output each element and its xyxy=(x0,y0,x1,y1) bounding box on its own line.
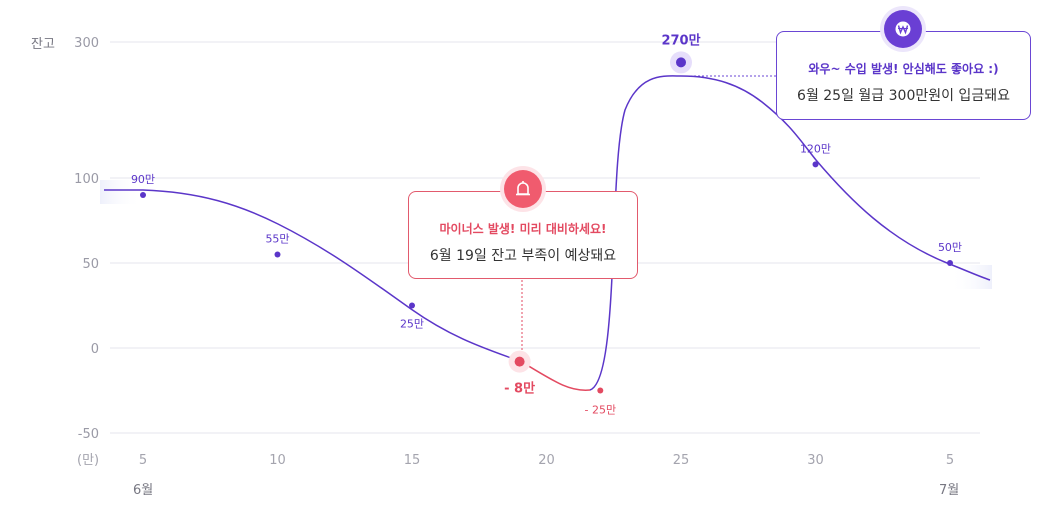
data-point xyxy=(409,302,415,309)
y-axis: 잔고 300 100 50 0 -50 xyxy=(31,36,99,442)
minus-warning-body: 6월 19일 잔고 부족이 예상돼요 xyxy=(429,248,617,264)
balance-line xyxy=(104,189,523,363)
line-fade-right xyxy=(950,265,992,289)
x-tick-label: 30 xyxy=(807,453,824,468)
x-tick-label: 20 xyxy=(538,453,555,468)
won-coin-icon xyxy=(884,10,922,48)
y-tick-label: 50 xyxy=(82,257,99,272)
data-label: 50만 xyxy=(938,241,962,254)
y-tick-label: 300 xyxy=(74,36,99,51)
balance-line-recovery xyxy=(589,75,991,391)
y-tick-label: 0 xyxy=(91,342,99,357)
data-label: 120만 xyxy=(800,142,831,155)
data-labels: 90만 55만 25만 - 8만 - 25만 270만 120만 50만 xyxy=(131,32,962,416)
y-axis-title: 잔고 xyxy=(31,37,55,52)
data-label: - 8만 xyxy=(504,381,535,397)
data-point xyxy=(676,57,686,68)
data-label: 270만 xyxy=(661,32,700,48)
data-point xyxy=(140,192,146,198)
income-body: 6월 25일 월급 300만원이 입금돼요 xyxy=(797,88,1010,104)
data-label: - 25만 xyxy=(585,404,617,417)
data-point xyxy=(274,251,281,258)
income-title: 와우~ 수입 발생! 안심해도 좋아요 :) xyxy=(808,62,999,76)
month-label-july: 7월 xyxy=(939,483,959,498)
y-tick-label: 100 xyxy=(74,172,99,187)
x-tick-label: 25 xyxy=(673,453,690,468)
data-point xyxy=(597,387,604,394)
data-label: 55만 xyxy=(265,233,289,246)
data-point xyxy=(812,161,819,168)
x-tick-label: 10 xyxy=(269,453,286,468)
x-axis: (만) 6월 7월 5 10 15 20 25 30 5 xyxy=(77,453,959,498)
x-tick-label: 15 xyxy=(404,453,421,468)
x-tick-label: 5 xyxy=(139,453,147,468)
month-label-june: 6월 xyxy=(133,483,153,498)
data-points xyxy=(140,51,953,394)
data-point xyxy=(947,260,953,266)
alarm-bell-icon xyxy=(504,170,542,208)
y-tick-label: -50 xyxy=(78,427,99,442)
x-tick-label: 5 xyxy=(946,453,954,468)
minus-warning-title: 마이너스 발생! 미리 대비하세요! xyxy=(439,222,607,236)
balance-line-negative xyxy=(521,361,591,391)
data-label: 25만 xyxy=(400,318,424,331)
unit-label: (만) xyxy=(77,453,99,468)
data-label: 90만 xyxy=(131,173,155,186)
line-fade-left xyxy=(100,180,142,204)
data-point xyxy=(514,356,525,367)
